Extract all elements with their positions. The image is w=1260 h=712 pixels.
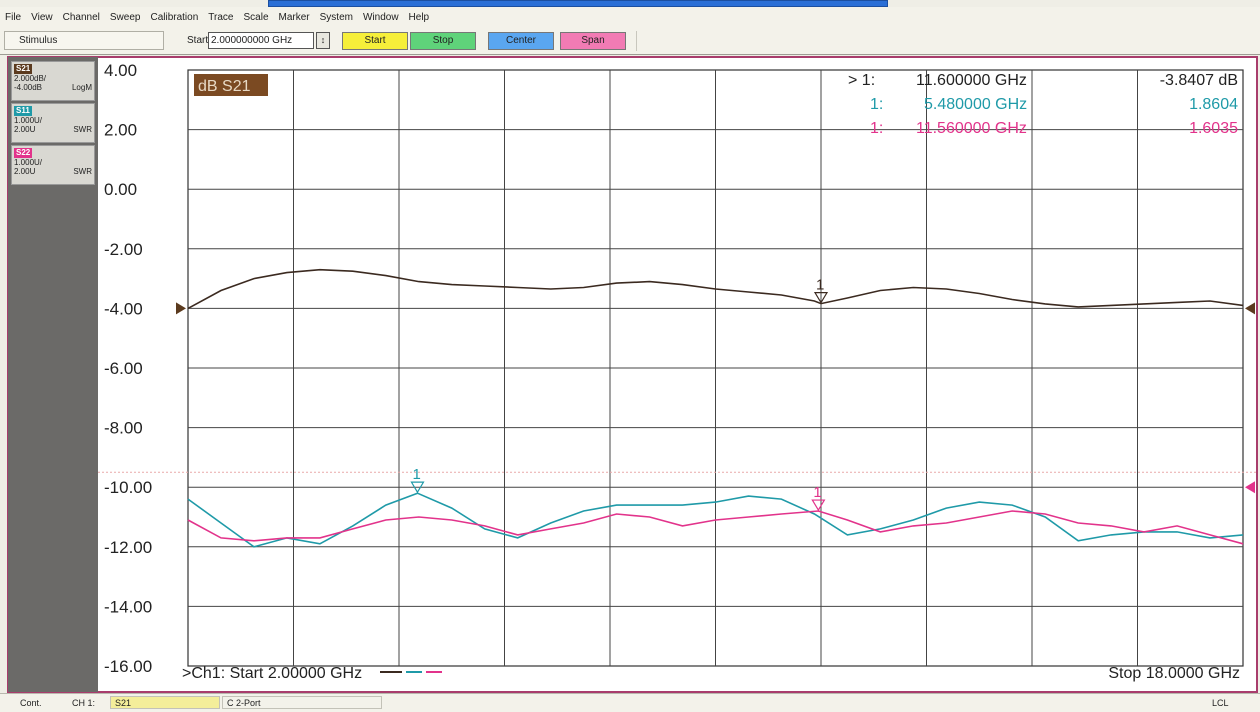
channel-status-label: CH 1: xyxy=(72,698,96,708)
trace-format: LogM xyxy=(71,83,92,92)
menu-help[interactable]: Help xyxy=(408,12,430,23)
y-tick-label: -2.00 xyxy=(104,240,143,259)
trace-format: SWR xyxy=(73,125,92,134)
plot-grid xyxy=(98,69,1258,667)
trace-tag: S21 xyxy=(14,64,33,74)
trace-scale: 2.000dB/ xyxy=(14,74,47,83)
marker-readout-value: 1.8604 xyxy=(1189,96,1238,113)
stimulus-toolbar: Stimulus Start 2.000000000 GHz ↕ Start S… xyxy=(0,28,1260,55)
sweep-start-label: >Ch1: Start 2.00000 GHz xyxy=(182,665,362,682)
menu-channel[interactable]: Channel xyxy=(62,12,100,23)
marker-readout-1: > 1: 11.600000 GHz -3.8407 dB xyxy=(848,72,1238,89)
trace-tag: S22 xyxy=(14,148,33,158)
menu-system[interactable]: System xyxy=(319,12,353,23)
trace-s21 xyxy=(187,268,1244,310)
menu-scale[interactable]: Scale xyxy=(243,12,269,23)
marker-readout-3: 1: 11.560000 GHz 1.6035 xyxy=(870,120,1238,137)
marker-triangle-icon xyxy=(410,481,425,494)
marker-number: 1 xyxy=(412,466,420,483)
active-trace-label: dB S21 xyxy=(198,78,251,95)
window-title-strip xyxy=(268,0,888,7)
trace-entry-s22[interactable]: S22 1.000U/ 2.00U SWR xyxy=(11,145,95,185)
reference-left-arrow-icon xyxy=(176,302,186,315)
trace-list-panel: S21 2.000dB/ -4.00dB LogM S11 1.000U/ 2.0… xyxy=(8,57,98,692)
menu-view[interactable]: View xyxy=(31,12,53,23)
trace-entry-s11[interactable]: S11 1.000U/ 2.00U SWR xyxy=(11,103,95,143)
trace-reference: 2.00U xyxy=(14,125,36,134)
trace-scale: 1.000U/ xyxy=(14,158,43,167)
y-tick-label: 2.00 xyxy=(104,121,137,140)
active-trace-label-box xyxy=(194,74,268,96)
marker-readout-prefix: 1: xyxy=(870,120,883,137)
marker-readout-frequency: 5.480000 GHz xyxy=(924,96,1027,113)
menu-bar: File View Channel Sweep Calibration Trac… xyxy=(0,7,1260,29)
sweep-mode-status: Cont. xyxy=(20,698,42,708)
y-tick-label: -8.00 xyxy=(104,419,143,438)
trace-entry-s21[interactable]: S21 2.000dB/ -4.00dB LogM xyxy=(11,61,95,101)
trace-s11 xyxy=(187,492,1244,548)
sweep-stop-label: Stop 18.0000 GHz xyxy=(1108,665,1240,682)
marker-readout-frequency: 11.600000 GHz xyxy=(916,72,1027,89)
reference-right-arrow-icon xyxy=(1245,302,1255,315)
y-tick-label: -4.00 xyxy=(104,299,143,318)
trace-format: SWR xyxy=(73,167,92,176)
menu-marker[interactable]: Marker xyxy=(278,12,310,23)
marker-readout-value: 1.6035 xyxy=(1189,120,1238,137)
trace-reference: -4.00dB xyxy=(14,83,43,92)
marker-readout-frequency: 11.560000 GHz xyxy=(916,120,1027,137)
marker-triangle-icon xyxy=(811,499,826,512)
marker-triangle-icon xyxy=(813,292,829,304)
spin-up-down-icon[interactable]: ↕ xyxy=(316,32,330,49)
y-tick-label: -12.00 xyxy=(104,538,152,557)
status-bar: Cont. CH 1: S21 C 2-Port LCL xyxy=(0,693,1260,712)
marker-number: 1 xyxy=(816,277,824,294)
plot-svg[interactable]: 4.00 2.00 0.00 -2.00 -4.00 -6.00 -8.00 -10.00 -1… xyxy=(98,58,1258,692)
measurement-plot[interactable]: 4.00 2.00 0.00 -2.00 -4.00 -6.00 -8.00 -10.00 -1… xyxy=(98,58,1258,692)
trace-scale: 1.000U/ xyxy=(14,116,43,125)
marker-readout-2: 1: 5.480000 GHz 1.8604 xyxy=(870,96,1238,113)
start-frequency-input[interactable]: 2.000000000 GHz xyxy=(208,32,314,49)
menu-window[interactable]: Window xyxy=(362,12,399,23)
y-tick-label: -14.00 xyxy=(104,597,152,616)
y-tick-label: 4.00 xyxy=(104,61,137,80)
y-tick-labels: 4.00 2.00 0.00 -2.00 -4.00 -6.00 -8.00 -10.00 -1… xyxy=(104,61,152,676)
y-tick-label: -6.00 xyxy=(104,359,143,378)
toolbar-empty-area xyxy=(636,31,1257,51)
reference-arrows xyxy=(176,302,1255,494)
trace-lines xyxy=(187,268,1244,548)
trace-reference: 2.00U xyxy=(14,167,36,176)
start-field-label: Start xyxy=(187,35,209,46)
trace-s22 xyxy=(187,510,1244,545)
marker-number: 1 xyxy=(813,484,821,501)
marker-readout-prefix: 1: xyxy=(870,96,883,113)
menu-sweep[interactable]: Sweep xyxy=(109,12,141,23)
y-tick-label: 0.00 xyxy=(104,180,137,199)
y-tick-label: -10.00 xyxy=(104,478,152,497)
remote-status: LCL xyxy=(1212,698,1229,708)
measurement-status: S21 xyxy=(110,696,220,709)
trace-markers: 1 1 1 xyxy=(410,277,829,512)
span-button[interactable]: Span xyxy=(560,32,626,50)
menu-file[interactable]: File xyxy=(5,12,22,23)
marker-readout-value: -3.8407 dB xyxy=(1160,72,1238,89)
trace-tag: S11 xyxy=(14,106,32,116)
stimulus-label[interactable]: Stimulus xyxy=(4,31,164,50)
menu-calibration[interactable]: Calibration xyxy=(150,12,199,23)
marker-readout-prefix: > 1: xyxy=(848,72,875,89)
calibration-status: C 2-Port xyxy=(222,696,382,709)
menu-trace[interactable]: Trace xyxy=(208,12,234,23)
start-button[interactable]: Start xyxy=(342,32,408,50)
y-tick-label: -16.00 xyxy=(104,657,152,676)
stop-button[interactable]: Stop xyxy=(410,32,476,50)
center-button[interactable]: Center xyxy=(488,32,554,50)
reference-right-arrow-icon xyxy=(1245,481,1255,494)
